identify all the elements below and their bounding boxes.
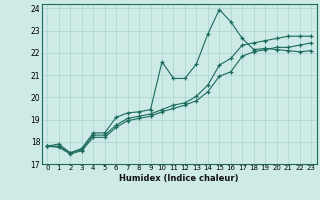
X-axis label: Humidex (Indice chaleur): Humidex (Indice chaleur) [119, 174, 239, 183]
